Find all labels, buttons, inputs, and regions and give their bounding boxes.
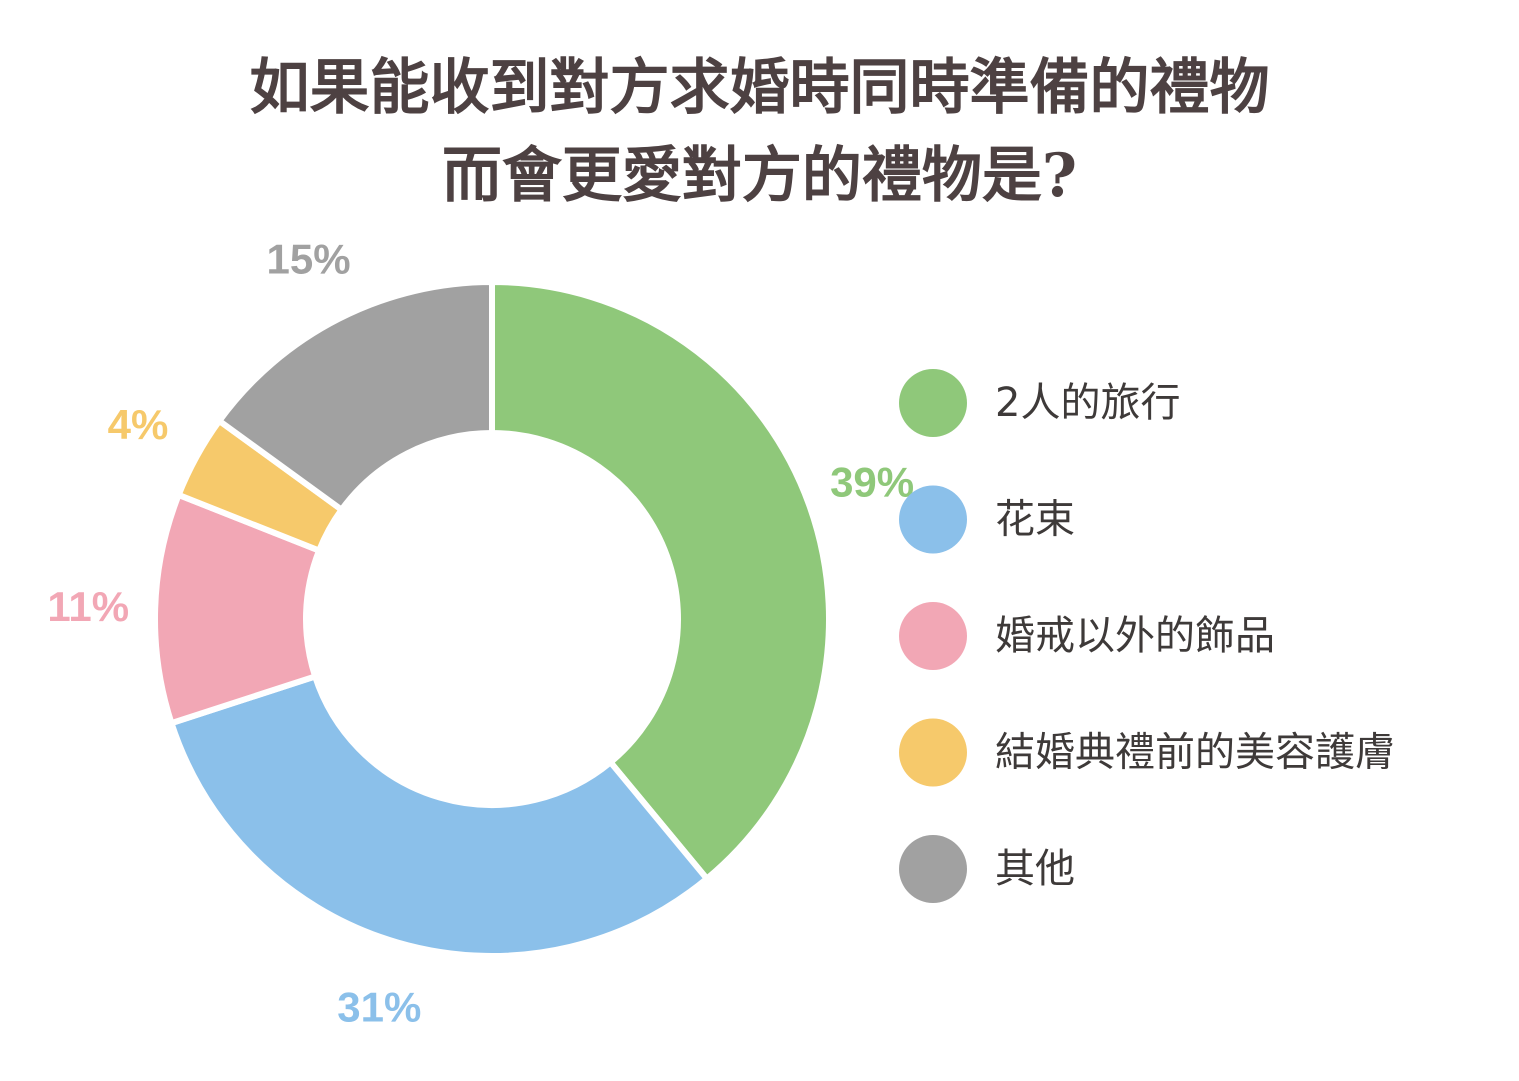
donut-slice-2 <box>167 672 712 959</box>
chart-title-line-1: 如果能收到對方求婚時同時準備的禮物 <box>249 53 1270 123</box>
percent-labels: 39% 31% 11% 4% 15% <box>47 236 914 1031</box>
legend-item-1: 2人的旅行 <box>899 369 1180 437</box>
donut-slice-1 <box>489 278 832 883</box>
legend-swatch-3 <box>899 602 967 670</box>
legend-item-2: 花束 <box>899 485 1075 554</box>
legend-swatch-4 <box>899 718 967 787</box>
percent-label-3: 11% <box>47 583 129 630</box>
percent-label-5: 15% <box>267 236 351 283</box>
percent-label-4: 4% <box>108 401 169 448</box>
chart-title-line-2: 而會更愛對方的禮物是? <box>441 141 1078 211</box>
percent-label-2: 31% <box>337 983 421 1030</box>
donut-slices <box>152 278 832 959</box>
legend-label-1: 2人的旅行 <box>995 380 1180 426</box>
percent-label-1: 39% <box>830 459 914 506</box>
legend-swatch-1 <box>899 369 967 437</box>
legend-label-3: 婚戒以外的飾品 <box>995 613 1275 659</box>
legend-label-5: 其他 <box>995 846 1075 892</box>
donut-slice-5 <box>215 278 495 514</box>
legend-swatch-2 <box>899 485 967 554</box>
chart-title: 如果能收到對方求婚時同時準備的禮物 而會更愛對方的禮物是? <box>0 44 1519 220</box>
legend-label-2: 花束 <box>995 497 1075 543</box>
legend-swatch-5 <box>899 835 967 903</box>
legend-item-5: 其他 <box>899 835 1075 903</box>
legend-item-4: 結婚典禮前的美容護膚 <box>899 718 1395 787</box>
legend-item-3: 婚戒以外的飾品 <box>899 602 1275 670</box>
legend-label-4: 結婚典禮前的美容護膚 <box>995 730 1395 776</box>
